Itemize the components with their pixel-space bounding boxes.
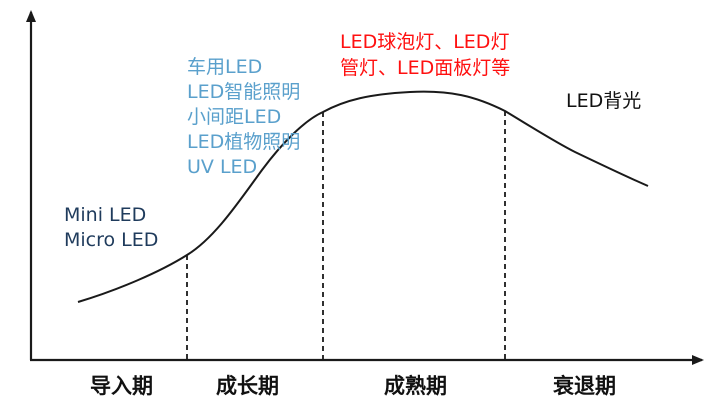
intro-label-2: Micro LED bbox=[64, 229, 159, 251]
phase-growth: 成长期 bbox=[216, 374, 279, 398]
mature-label-2: 管灯、LED面板灯等 bbox=[340, 57, 511, 79]
growth-label-3: 小间距LED bbox=[187, 106, 282, 128]
growth-label-4: LED植物照明 bbox=[187, 131, 301, 153]
growth-label-2: LED智能照明 bbox=[187, 81, 301, 103]
phase-decline: 衰退期 bbox=[553, 374, 616, 398]
growth-label-5: UV LED bbox=[187, 156, 258, 178]
intro-label-1: Mini LED bbox=[64, 204, 147, 226]
decline-label-1: LED背光 bbox=[566, 90, 642, 112]
phase-mature: 成熟期 bbox=[384, 374, 447, 398]
growth-label-1: 车用LED bbox=[187, 56, 263, 78]
phase-intro: 导入期 bbox=[90, 374, 153, 398]
lifecycle-curve bbox=[77, 90, 649, 303]
mature-label-1: LED球泡灯、LED灯 bbox=[340, 31, 510, 53]
